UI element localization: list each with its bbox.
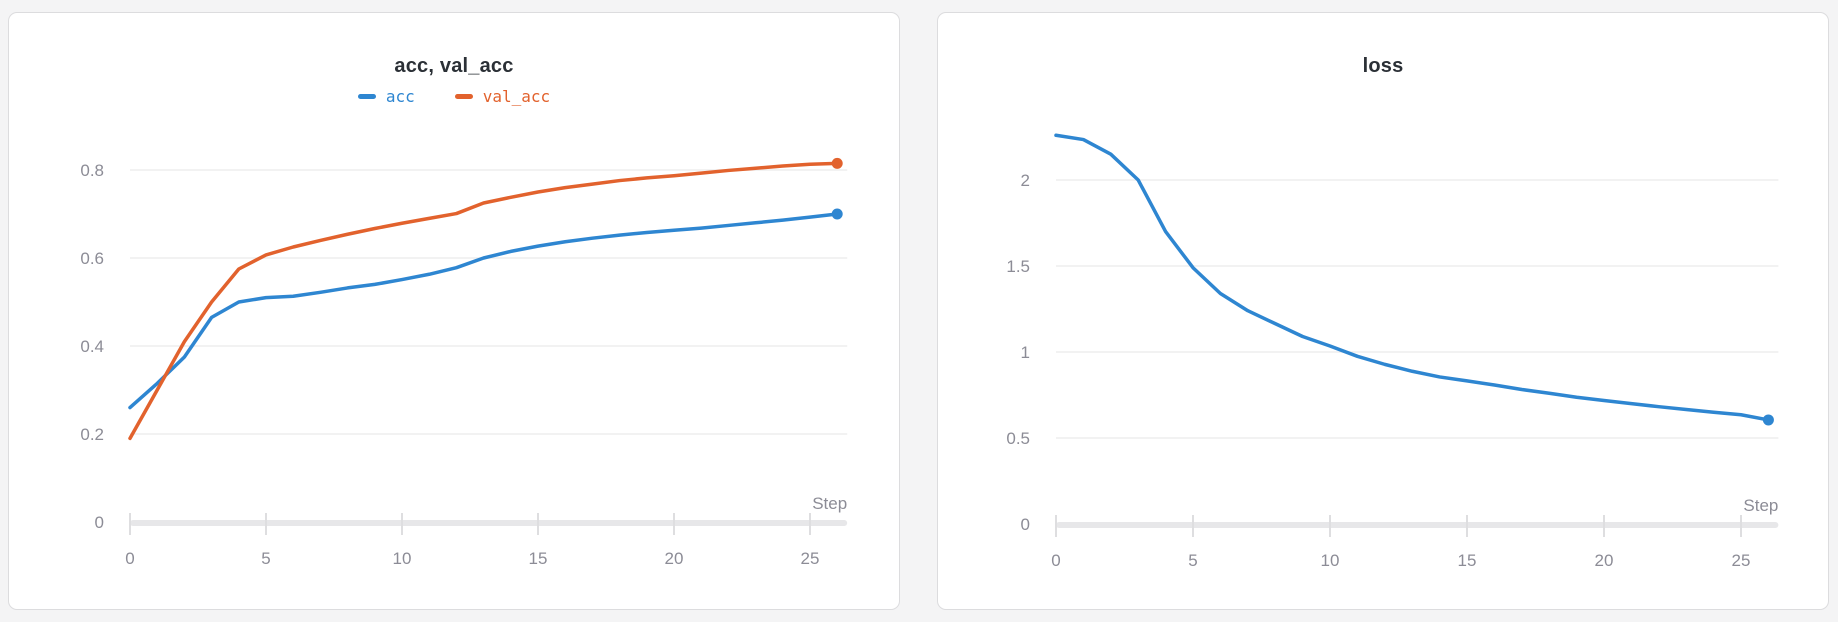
y-tick-label: 0 bbox=[1021, 515, 1030, 534]
x-axis-line bbox=[130, 520, 848, 526]
y-tick-label: 0.4 bbox=[80, 337, 104, 356]
x-tick-label: 20 bbox=[665, 549, 684, 568]
legend-label: acc bbox=[385, 87, 415, 106]
x-tick-mark bbox=[1329, 515, 1331, 537]
y-tick-label: 1.5 bbox=[1006, 257, 1030, 276]
x-tick-label: 10 bbox=[393, 549, 412, 568]
x-tick-label: 25 bbox=[1732, 551, 1751, 570]
x-axis-title: Step bbox=[1743, 496, 1778, 515]
y-tick-label: 0.6 bbox=[80, 249, 104, 268]
legend-item-acc[interactable]: acc bbox=[357, 87, 415, 106]
chart-title: acc, val_acc bbox=[394, 55, 514, 77]
x-tick-mark bbox=[1740, 515, 1742, 537]
x-axis-line bbox=[1056, 522, 1779, 528]
x-tick-label: 0 bbox=[125, 549, 134, 568]
end-point-val_acc[interactable] bbox=[831, 157, 843, 169]
legend-dash-icon bbox=[454, 94, 473, 99]
legend-dash-icon bbox=[357, 94, 376, 99]
x-tick-mark bbox=[1055, 515, 1057, 537]
legend-label: val_acc bbox=[482, 87, 551, 106]
y-tick-label: 0 bbox=[95, 513, 104, 532]
loss-line-chart[interactable]: 0 5 10 15 20 25 0 0.5 1 1.5 2 Step bbox=[938, 13, 1830, 611]
chart-legend: acc val_acc bbox=[9, 87, 899, 106]
y-tick-label: 0.5 bbox=[1006, 429, 1030, 448]
end-point-loss[interactable] bbox=[1762, 414, 1774, 426]
series-line-val_acc[interactable] bbox=[128, 161, 839, 441]
x-tick-mark bbox=[129, 513, 131, 535]
x-tick-label: 20 bbox=[1595, 551, 1614, 570]
y-tick-label: 2 bbox=[1021, 171, 1030, 190]
end-point-acc[interactable] bbox=[831, 208, 843, 220]
x-tick-label: 25 bbox=[801, 549, 820, 568]
x-tick-label: 15 bbox=[529, 549, 548, 568]
chart-title: loss bbox=[1362, 55, 1404, 77]
x-tick-mark bbox=[809, 513, 811, 535]
x-tick-mark bbox=[265, 513, 267, 535]
acc-val-acc-line-chart[interactable]: 0 5 10 15 20 25 0 0.2 0.4 0.6 0.8 Step bbox=[9, 13, 901, 611]
x-tick-mark bbox=[1466, 515, 1468, 537]
y-tick-label: 0.8 bbox=[80, 161, 104, 180]
x-axis-title: Step bbox=[812, 494, 847, 513]
x-tick-label: 15 bbox=[1458, 551, 1477, 570]
x-tick-label: 0 bbox=[1051, 551, 1060, 570]
x-tick-mark bbox=[1603, 515, 1605, 537]
y-tick-label: 0.2 bbox=[80, 425, 104, 444]
series-line-loss[interactable] bbox=[1054, 133, 1771, 422]
x-tick-mark bbox=[537, 513, 539, 535]
legend-item-val_acc[interactable]: val_acc bbox=[454, 87, 551, 106]
series-line-acc[interactable] bbox=[128, 212, 839, 410]
x-tick-mark bbox=[1192, 515, 1194, 537]
x-tick-label: 10 bbox=[1321, 551, 1340, 570]
x-tick-label: 5 bbox=[1188, 551, 1197, 570]
x-tick-mark bbox=[401, 513, 403, 535]
x-tick-mark bbox=[673, 513, 675, 535]
x-tick-label: 5 bbox=[261, 549, 270, 568]
panel-acc-val-acc: 0 5 10 15 20 25 0 0.2 0.4 0.6 0.8 Step acc, val_acc… bbox=[8, 12, 900, 610]
panel-loss: 0 5 10 15 20 25 0 0.5 1 1.5 2 Step loss bbox=[937, 12, 1829, 610]
y-tick-label: 1 bbox=[1021, 343, 1030, 362]
